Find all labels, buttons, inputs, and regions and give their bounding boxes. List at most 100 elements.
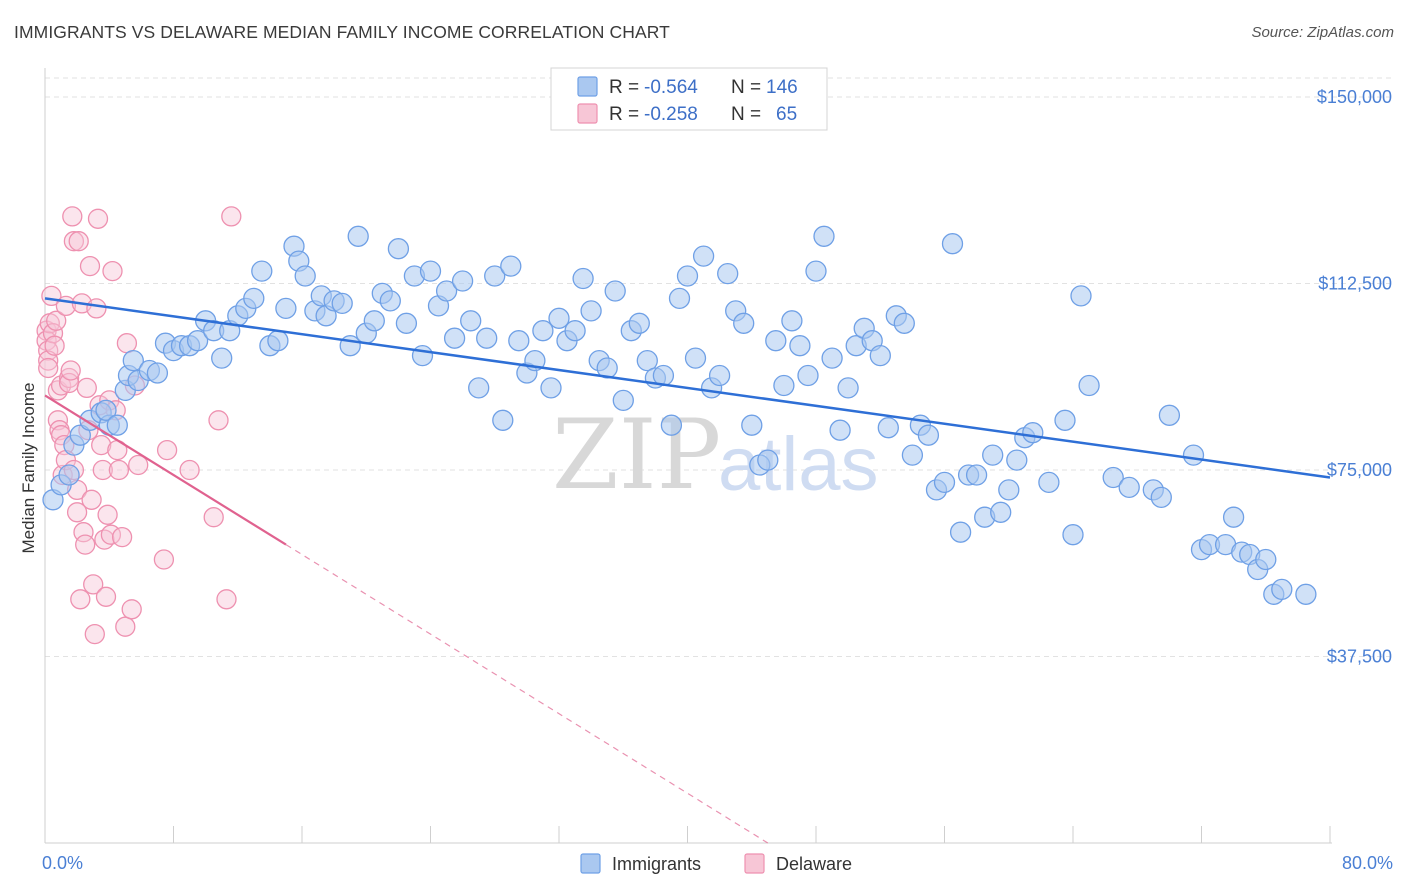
delaware-point-21	[62, 206, 83, 227]
immigrants-point-132	[1118, 476, 1140, 499]
immigrants-point-28	[251, 260, 273, 282]
immigrants-point-65	[540, 377, 562, 399]
legend-r-label-delaware: R =	[609, 104, 639, 125]
immigrants-point-118	[965, 464, 988, 486]
delaware-point-54	[121, 599, 142, 620]
immigrants-point-84	[692, 245, 715, 267]
immigrants-point-120	[982, 444, 1004, 466]
immigrants-point-54	[451, 270, 474, 292]
immigrants-point-74	[612, 389, 634, 412]
immigrants-point-146	[1271, 578, 1293, 601]
legend-r-value-delaware: -0.258	[644, 104, 698, 125]
immigrants-point-147	[1295, 583, 1317, 605]
immigrants-point-116	[949, 521, 972, 543]
delaware-point-57	[153, 549, 175, 570]
immigrants-point-126	[1038, 471, 1060, 494]
immigrants-point-60	[500, 255, 522, 277]
immigrants-point-87	[717, 262, 739, 285]
immigrants-point-77	[636, 349, 658, 372]
immigrants-point-52	[435, 280, 458, 302]
immigrants-point-76	[628, 312, 650, 334]
immigrants-point-53	[443, 327, 466, 349]
immigrants-point-106	[869, 344, 891, 367]
delaware-point-43	[95, 586, 117, 607]
bottom-legend-immigrants: Immigrants	[612, 854, 701, 874]
immigrants-trendline	[44, 297, 1331, 479]
y-tick-label-2: $112,500	[1318, 274, 1392, 294]
chart-title: IMMIGRANTS VS DELAWARE MEDIAN FAMILY INC…	[14, 22, 670, 42]
watermark-atlas: atlas	[718, 422, 879, 507]
delaware-point-62	[216, 589, 237, 610]
delaware-point-44	[97, 504, 118, 525]
delaware-point-52	[115, 616, 136, 637]
delaware-point-18	[58, 367, 80, 389]
immigrants-point-23	[211, 347, 233, 369]
y-axis-label: Median Family Income	[19, 382, 38, 553]
immigrants-point-34	[294, 265, 316, 287]
delaware-point-41	[92, 459, 113, 481]
immigrants-point-97	[797, 364, 819, 387]
legend-n-value-delaware: 65	[776, 104, 797, 125]
delaware-point-61	[208, 410, 229, 431]
source-label: Source: ZipAtlas.com	[1251, 24, 1394, 41]
x-tick-labels: 0.0% 80.0%	[42, 853, 1393, 873]
delaware-point-47	[102, 260, 123, 282]
immigrants-point-92	[757, 449, 779, 471]
immigrants-point-41	[347, 225, 369, 247]
delaware-point-63	[221, 206, 242, 227]
delaware-point-36	[84, 623, 105, 645]
immigrants-point-127	[1054, 409, 1076, 431]
delaware-point-59	[179, 459, 200, 481]
immigrants-point-30	[267, 330, 289, 352]
immigrants-point-90	[741, 414, 763, 436]
immigrants-point-102	[837, 377, 859, 399]
immigrants-point-20	[186, 330, 209, 352]
immigrants-point-15	[146, 362, 169, 384]
immigrants-point-100	[821, 347, 843, 369]
immigrants-point-93	[765, 330, 787, 352]
legend-n-label-immigrants: N =	[731, 77, 761, 98]
delaware-point-58	[156, 439, 178, 461]
bottom-legend-swatch-immigrants	[580, 853, 601, 874]
immigrants-point-55	[460, 310, 482, 332]
immigrants-point-115	[941, 233, 964, 255]
top-legend: R = -0.564 N = 146 R = -0.258 N = 65	[550, 67, 828, 131]
delaware-point-34	[81, 489, 102, 510]
delaware-points	[36, 206, 242, 645]
immigrants-point-135	[1158, 404, 1181, 426]
immigrants-point-58	[484, 265, 506, 287]
immigrants-point-13	[122, 349, 144, 372]
immigrants-point-66	[548, 307, 570, 329]
immigrants-point-27	[243, 287, 265, 310]
delaware-point-37	[86, 298, 107, 319]
immigrants-point-125	[1022, 422, 1044, 444]
bottom-legend-swatch-delaware	[744, 853, 765, 874]
axes	[44, 68, 1332, 844]
immigrants-point-47	[395, 312, 418, 334]
immigrants-point-64	[532, 320, 554, 342]
immigrants-points	[42, 225, 1317, 605]
delaware-point-35	[83, 574, 104, 595]
immigrants-point-109	[893, 312, 915, 334]
immigrants-point-57	[476, 327, 498, 349]
delaware-point-26	[68, 231, 89, 252]
immigrants-point-82	[676, 265, 699, 287]
delaware-point-64	[38, 357, 59, 379]
y-tick-label-1: $75,000	[1327, 460, 1392, 480]
delaware-point-50	[108, 459, 130, 481]
immigrants-point-9	[106, 414, 128, 436]
immigrants-point-112	[917, 424, 940, 446]
immigrants-point-4	[69, 424, 91, 446]
immigrants-point-123	[1006, 449, 1028, 471]
delaware-point-40	[91, 434, 112, 456]
x-tick-label-0: 0.0%	[42, 853, 83, 873]
immigrants-point-83	[684, 347, 707, 369]
delaware-point-31	[76, 377, 97, 399]
immigrants-point-2	[58, 464, 80, 486]
delaware-point-56	[128, 454, 149, 476]
legend-r-label-immigrants: R =	[609, 77, 639, 98]
immigrants-point-121	[990, 501, 1012, 523]
y-tick-label-0: $37,500	[1327, 647, 1392, 667]
delaware-point-33	[79, 255, 101, 277]
immigrants-point-130	[1078, 374, 1100, 397]
